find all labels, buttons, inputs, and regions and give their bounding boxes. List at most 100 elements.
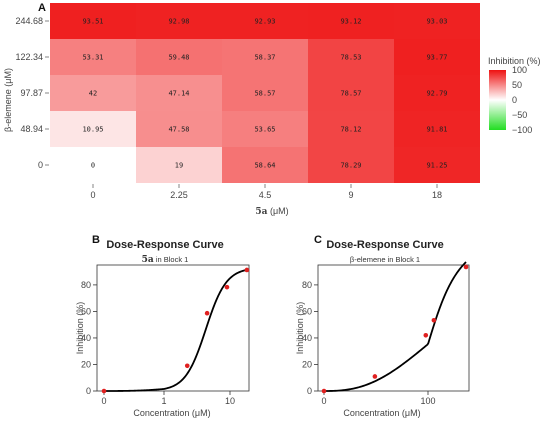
data-point	[244, 267, 250, 273]
panel-b-x-axis-title: Concentration (μM)	[133, 408, 210, 418]
x-tick-label: 100	[420, 396, 435, 406]
y-tick-label: 60	[302, 306, 312, 316]
heatmap-cell-label: 58.57	[254, 90, 275, 98]
heatmap-y-tick-label: 48.94	[20, 124, 43, 134]
heatmap-legend: Inhibition (%) 100 50 0 −50 −100	[488, 56, 541, 135]
heatmap-y-tick-label: 244.68	[15, 16, 43, 26]
heatmap-cell	[50, 75, 136, 111]
legend-title: Inhibition (%)	[488, 56, 541, 66]
x-tick-label: 1	[161, 396, 166, 406]
data-point	[184, 363, 190, 369]
heatmap-cell-label: 19	[175, 162, 183, 170]
y-tick-label: 40	[81, 333, 91, 343]
heatmap-cell	[394, 39, 480, 75]
heatmap-cell	[136, 3, 222, 39]
heatmap-y-tick-labels: 244.68 122.34 97.87 48.94 0	[15, 16, 49, 170]
legend-color-bar	[489, 70, 506, 130]
heatmap-cell-label: 92.93	[254, 18, 275, 26]
heatmap-cell	[222, 39, 308, 75]
y-tick-label: 40	[302, 333, 312, 343]
heatmap-x-tick-label: 4.5	[259, 190, 272, 200]
panel-c-y-axis-title: Inhibition (%)	[295, 302, 305, 355]
heatmap-cell	[222, 111, 308, 147]
heatmap-y-tick-label: 122.34	[15, 52, 43, 62]
heatmap-cell-label: 42	[89, 90, 97, 98]
heatmap-y-tick-label: 0	[38, 160, 43, 170]
data-point	[224, 284, 230, 290]
heatmap-cell-label: 93.12	[340, 18, 361, 26]
heatmap-cell	[222, 147, 308, 183]
legend-tick-label: −50	[512, 110, 527, 120]
data-point	[431, 317, 437, 323]
plot-frame	[317, 264, 470, 392]
heatmap-x-tick-labels: 0 2.25 4.5 9 18	[90, 184, 442, 200]
heatmap-cell-label: 0	[91, 162, 95, 170]
panel-b-plot: 0 20 40 60 80 0 1 10	[81, 264, 250, 406]
heatmap-cell-label: 58.37	[254, 54, 275, 62]
heatmap-cell	[308, 75, 394, 111]
heatmap-cell	[136, 111, 222, 147]
heatmap-cell-label: 92.79	[426, 90, 447, 98]
panel-c-title: Dose-Response Curve	[326, 239, 443, 251]
heatmap-cell	[222, 75, 308, 111]
dose-response-panel-b: B Dose-Response Curve 5a in Block 1 0 20 4…	[75, 234, 250, 418]
plot-frame	[96, 264, 250, 392]
heatmap-cell-label: 78.12	[340, 126, 361, 134]
heatmap-cell	[50, 39, 136, 75]
heatmap-cell-label: 47.14	[168, 90, 189, 98]
y-tick-label: 80	[81, 280, 91, 290]
heatmap-x-tick-label: 18	[432, 190, 442, 200]
fit-curve	[324, 261, 467, 392]
heatmap-cell-label: 53.65	[254, 126, 275, 134]
y-tick-label: 80	[302, 280, 312, 290]
heatmap-cell-label: 91.25	[426, 162, 447, 170]
heatmap-x-tick-label: 9	[348, 190, 353, 200]
data-point	[204, 310, 210, 316]
heatmap-cell-label: 53.31	[82, 54, 103, 62]
panel-b-subtitle-rest: in Block 1	[154, 255, 189, 264]
x-tick-label: 0	[321, 396, 326, 406]
heatmap-panel: A 93.51 92.98 92.93 93.12 93.03 53.31 59.48 58.…	[3, 2, 541, 217]
heatmap-cell	[136, 147, 222, 183]
heatmap-x-axis-compound: 5a	[255, 207, 267, 217]
panel-letter-a: A	[38, 2, 46, 14]
heatmap-cell-label: 47.58	[168, 126, 189, 134]
x-tick-label: 0	[101, 396, 106, 406]
y-tick-label: 0	[307, 386, 312, 396]
heatmap-cell	[394, 3, 480, 39]
legend-tick-label: 100	[512, 65, 527, 75]
heatmap-cell-label: 58.64	[254, 162, 275, 170]
heatmap-cell	[308, 39, 394, 75]
heatmap-cell	[394, 111, 480, 147]
x-tick-label: 10	[225, 396, 235, 406]
dose-response-panel-c: C Dose-Response Curve β-elemene in Block…	[295, 234, 470, 418]
heatmap-cells: 93.51 92.98 92.93 93.12 93.03 53.31 59.48 58.37…	[50, 3, 480, 183]
heatmap-cell-label: 93.03	[426, 18, 447, 26]
heatmap-x-tick-label: 2.25	[170, 190, 188, 200]
panel-c-x-axis-title: Concentration (μM)	[343, 408, 420, 418]
panel-b-subtitle: 5a in Block 1	[142, 255, 189, 265]
heatmap-x-axis-title: 5a (μM)	[255, 206, 288, 217]
heatmap-cell	[308, 111, 394, 147]
heatmap-cell	[394, 75, 480, 111]
heatmap-cell	[50, 3, 136, 39]
heatmap-cell-label: 92.98	[168, 18, 189, 26]
heatmap-cell-label: 91.81	[426, 126, 447, 134]
y-tick-label: 60	[81, 306, 91, 316]
y-tick-label: 20	[302, 359, 312, 369]
y-tick-label: 0	[86, 386, 91, 396]
panel-c-subtitle: β-elemene in Block 1	[350, 255, 420, 264]
panel-b-subtitle-compound: 5a	[142, 255, 154, 265]
data-point	[423, 332, 429, 338]
heatmap-cell	[50, 111, 136, 147]
heatmap-cell	[136, 39, 222, 75]
heatmap-y-tick-label: 97.87	[20, 88, 43, 98]
heatmap-x-tick-label: 0	[90, 190, 95, 200]
heatmap-cell-label: 93.51	[82, 18, 103, 26]
heatmap-cell	[308, 147, 394, 183]
heatmap-y-axis-title: β-elemene (μM)	[3, 68, 13, 132]
panel-letter-b: B	[92, 234, 100, 246]
legend-ticks: 100 50 0 −50 −100	[512, 65, 532, 135]
data-point	[463, 264, 469, 270]
heatmap-cell	[50, 147, 136, 183]
